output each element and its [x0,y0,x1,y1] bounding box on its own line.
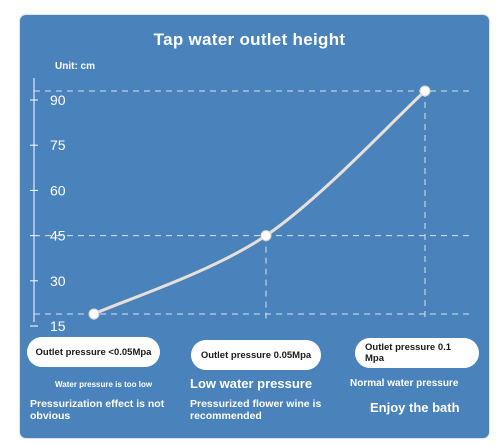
description-normal: Normal water pressure [350,378,459,389]
pressure-pill-low: Outlet pressure <0.05Mpa [27,337,160,367]
y-tick-label: 60 [50,182,66,198]
data-point [419,85,431,97]
note-low: Pressurization effect is not obvious [30,398,165,422]
data-point [88,308,100,320]
y-tick-label: 15 [50,318,66,334]
chart-title: Tap water outlet height [153,30,346,49]
data-point [260,230,272,242]
pressure-pill-normal: Outlet pressure 0.1 Mpa [355,338,479,368]
y-tick-label: 90 [50,92,66,108]
description-medium: Low water pressure [190,376,313,391]
y-tick-label: 30 [50,273,66,289]
note-normal: Enjoy the bath [370,400,460,415]
pressure-pill-medium: Outlet pressure 0.05Mpa [191,340,321,370]
y-tick-label: 75 [50,137,66,153]
note-medium: Pressurized flower wine is recommended [190,398,322,422]
series-line [92,89,427,316]
unit-label: Unit: cm [55,61,95,72]
description-low: Water pressure is too low [55,380,153,389]
